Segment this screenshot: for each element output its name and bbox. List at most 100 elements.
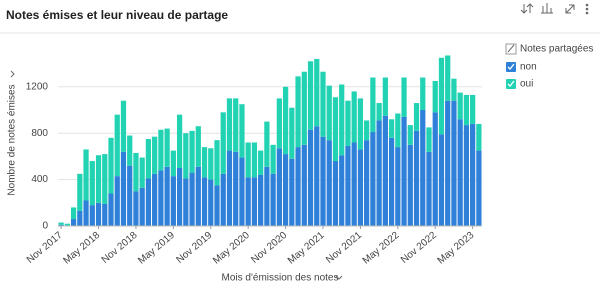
chart-type-icon[interactable] [541,3,553,14]
bar-segment[interactable] [77,173,83,211]
bar-segment[interactable] [407,144,413,226]
legend-label[interactable]: oui [520,79,533,90]
menu-icon[interactable] [585,3,589,7]
bar-segment[interactable] [270,144,276,174]
bar-segment[interactable] [426,151,432,226]
x-axis-chevron[interactable] [335,275,343,280]
bar-segment[interactable] [289,107,295,159]
bar-segment[interactable] [245,177,251,226]
bar-segment[interactable] [70,207,77,220]
bar-segment[interactable] [264,121,270,167]
bar-segment[interactable] [89,161,95,206]
bar-segment[interactable] [133,152,139,192]
bar-segment[interactable] [114,114,120,177]
bar-segment[interactable] [345,145,351,226]
bar-segment[interactable] [307,61,314,130]
bar-segment[interactable] [201,177,208,226]
bar-segment[interactable] [77,210,83,226]
bar-segment[interactable] [388,119,395,138]
toolbar[interactable] [520,3,589,15]
bar-segment[interactable] [332,161,339,226]
bar-segment[interactable] [376,120,382,226]
bar-segment[interactable] [108,137,114,194]
bar-segment[interactable] [457,119,463,226]
bar-segment[interactable] [102,154,108,204]
bar-segment[interactable] [314,58,320,127]
bar-segment[interactable] [445,100,451,226]
bar-segment[interactable] [176,168,183,226]
legend-label[interactable]: non [520,62,537,73]
bar-segment[interactable] [64,223,70,226]
sort-icon[interactable] [520,3,534,14]
bar-segment[interactable] [357,149,364,226]
expand-icon[interactable] [565,4,575,14]
bar-segment[interactable] [270,173,276,226]
bar-segment[interactable] [451,78,457,101]
bar-segment[interactable] [208,179,214,226]
bar-segment[interactable] [226,150,233,226]
bar-segment[interactable] [89,205,95,226]
bar-segment[interactable] [420,77,426,110]
bar-segment[interactable] [364,140,370,226]
bar-segment[interactable] [413,103,420,131]
bar-segment[interactable] [339,84,345,156]
bar-segment[interactable] [320,136,326,226]
bar-segment[interactable] [251,142,258,178]
bar-segment[interactable] [189,130,195,173]
bar-segment[interactable] [58,222,64,225]
bar-segment[interactable] [307,129,314,226]
bar-segment[interactable] [332,97,339,162]
bar-segment[interactable] [127,135,133,166]
bar-segment[interactable] [195,126,201,167]
x-axis-label[interactable]: Mois d'émission des notes [222,273,339,284]
bar-segment[interactable] [314,126,320,226]
bar-segment[interactable] [282,154,289,226]
bar-segment[interactable] [208,148,214,180]
bar-segment[interactable] [58,224,64,226]
bar-segment[interactable] [258,150,264,175]
bar-segment[interactable] [326,140,332,226]
bar-segment[interactable] [438,134,445,226]
bar-segment[interactable] [463,94,470,126]
bar-segment[interactable] [195,166,201,226]
bar-segment[interactable] [395,113,401,148]
bar-segment[interactable] [233,98,239,152]
bar-segment[interactable] [220,173,226,226]
bar-segment[interactable] [413,130,420,226]
bar-segment[interactable] [470,94,476,124]
bar-segment[interactable] [438,57,445,135]
bar-segment[interactable] [432,81,438,113]
bar-segment[interactable] [233,151,239,226]
bar-segment[interactable] [339,155,345,226]
bar-segment[interactable] [370,77,376,133]
bar-segment[interactable] [382,115,388,226]
bar-segment[interactable] [114,176,120,226]
y-axis-chevron[interactable] [10,70,15,78]
bar-segment[interactable] [239,157,245,226]
bar-segment[interactable] [152,136,158,174]
bar-segment[interactable] [345,100,351,146]
bar-segment[interactable] [133,191,139,226]
menu-icon[interactable] [585,7,589,11]
bar-segment[interactable] [426,127,432,152]
bar-segment[interactable] [470,123,476,226]
bar-segment[interactable] [457,92,463,120]
bar-segment[interactable] [127,165,133,226]
bar-segment[interactable] [158,129,164,171]
bar-segment[interactable] [295,76,301,148]
bar-segment[interactable] [320,71,326,137]
bar-segment[interactable] [382,77,388,116]
bar-segment[interactable] [264,166,270,226]
bar-segment[interactable] [401,77,407,117]
bar-segment[interactable] [189,172,195,226]
bar-segment[interactable] [176,114,183,168]
bar-segment[interactable] [370,132,376,226]
bar-segment[interactable] [183,178,189,226]
bar-segment[interactable] [276,148,282,226]
bar-segment[interactable] [139,157,145,188]
bar-segment[interactable] [120,100,127,152]
bar-segment[interactable] [120,151,127,226]
bar-segment[interactable] [401,116,407,226]
bar-segment[interactable] [201,147,208,178]
bar-segment[interactable] [276,98,282,149]
